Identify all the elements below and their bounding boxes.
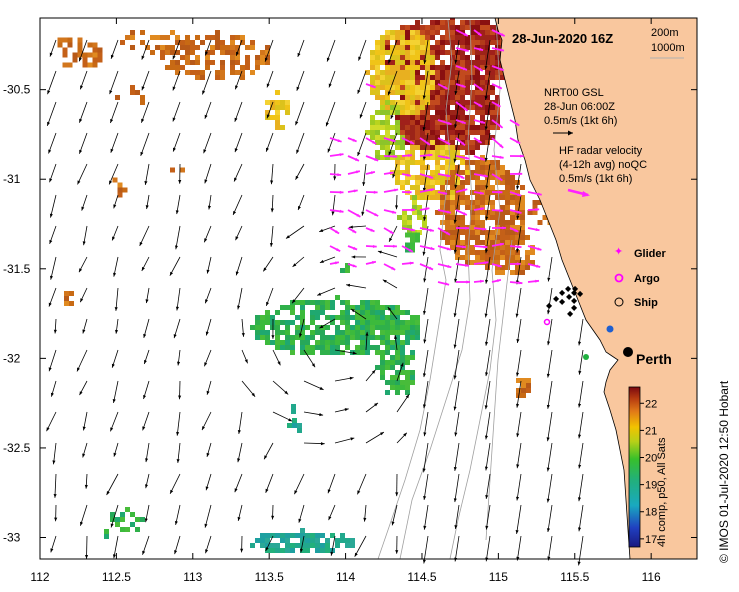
colorbar-tick-label: 20 bbox=[645, 453, 657, 465]
y-tick-label: -31 bbox=[3, 172, 21, 186]
model-vector-legend: NRT00 GSL 28-Jun 06:00Z 0.5m/s (1kt 6h) bbox=[544, 87, 617, 136]
x-tick-label: 113.5 bbox=[255, 570, 284, 584]
platform-markers: ◆◆◆ ◆ ◆◆◆◆◆◆◆◆ bbox=[543, 284, 633, 360]
land-mass bbox=[494, 18, 697, 559]
glider-position-marker: ◆ bbox=[572, 284, 579, 293]
glider-position-marker: ◆ bbox=[567, 309, 574, 318]
radar-legend-line2: (4-12h avg) noQC bbox=[559, 159, 647, 171]
glider-position-marker: ◆ bbox=[577, 289, 584, 298]
y-tick-label: -33 bbox=[3, 531, 21, 545]
x-tick-label: 112 bbox=[30, 570, 49, 584]
y-tick-label: -32 bbox=[3, 351, 21, 365]
glider-legend-icon: ✦ bbox=[614, 245, 623, 258]
glider-position-marker: ◆ bbox=[566, 292, 573, 301]
perth-marker bbox=[623, 347, 633, 357]
isobaths bbox=[377, 19, 513, 559]
argo-float-marker bbox=[543, 318, 551, 326]
x-tick-label: 115 bbox=[489, 570, 508, 584]
ship-legend-icon bbox=[614, 297, 624, 307]
colorbar-tick-label: 21 bbox=[645, 425, 657, 437]
y-axis: -30.5 -31 -31.5 -32 -32.5 -33 bbox=[3, 83, 697, 545]
x-tick-label: 114 bbox=[336, 570, 355, 584]
model-legend-line1: NRT00 GSL bbox=[544, 87, 604, 99]
glider-legend-label: Glider bbox=[634, 248, 667, 260]
colorbar-label: 4h comp, p50, All Sats bbox=[656, 437, 668, 547]
depth-legend-200m: 200m bbox=[651, 27, 679, 39]
glider-position-marker: ◆ bbox=[546, 301, 553, 310]
argo-legend-label: Argo bbox=[634, 273, 660, 285]
glider-position-marker: ◆ bbox=[571, 303, 578, 312]
glider-position-marker: ◆ bbox=[559, 297, 566, 306]
colorbar-tick-label: 19 bbox=[645, 480, 657, 492]
radar-legend-line1: HF radar velocity bbox=[559, 145, 643, 157]
x-tick-label: 114.5 bbox=[407, 570, 436, 584]
city-label: Perth bbox=[636, 351, 672, 367]
platform-legend: ✦ Glider Argo Ship bbox=[614, 245, 667, 309]
y-tick-label: -30.5 bbox=[3, 83, 31, 97]
glider-position-marker: ◆ bbox=[571, 288, 578, 297]
x-tick-label: 116 bbox=[642, 570, 661, 584]
map-frame bbox=[39, 17, 698, 560]
glider-position-marker: ◆ bbox=[565, 284, 572, 293]
x-tick-label: 112.5 bbox=[102, 570, 131, 584]
depth-legend-1000m: 1000m bbox=[651, 42, 685, 54]
model-legend-line3: 0.5m/s (1kt 6h) bbox=[544, 115, 617, 127]
x-tick-label: 115.5 bbox=[560, 570, 589, 584]
colorbar-tick-label: 18 bbox=[645, 507, 657, 519]
colorbar-gradient bbox=[628, 386, 641, 548]
map-title: 28-Jun-2020 16Z bbox=[512, 31, 613, 46]
model-legend-line2: 28-Jun 06:00Z bbox=[544, 101, 615, 113]
glider-position-marker: ◆ bbox=[559, 288, 566, 297]
y-tick-label: -31.5 bbox=[3, 262, 31, 276]
ship-legend-label: Ship bbox=[634, 297, 658, 309]
colorbar-tick-label: 17 bbox=[645, 534, 657, 546]
current-vectors bbox=[46, 29, 584, 566]
nearshore-marker bbox=[583, 354, 589, 360]
glider-position-marker: ◆ bbox=[553, 294, 560, 303]
y-tick-label: -32.5 bbox=[3, 441, 31, 455]
colorbar-ticks: 17 18 19 20 21 22 bbox=[640, 398, 657, 546]
colorbar: 17 18 19 20 21 22 4h comp, p50, All Sats bbox=[628, 386, 668, 548]
glider-position-marker: ◆ bbox=[571, 296, 578, 305]
radar-vector-legend: HF radar velocity (4-12h avg) noQC 0.5m/… bbox=[559, 145, 647, 197]
argo-legend-icon bbox=[614, 273, 624, 283]
x-axis: 112 112.5 113 113.5 114 114.5 115 115.5 116 bbox=[30, 18, 661, 584]
glider-track: ◆◆◆ ◆ ◆◆◆◆◆◆◆◆ bbox=[546, 284, 584, 318]
x-tick-label: 113 bbox=[183, 570, 202, 584]
colorbar-tick-label: 22 bbox=[645, 398, 657, 410]
radar-legend-line3: 0.5m/s (1kt 6h) bbox=[559, 173, 632, 185]
mooring-marker bbox=[606, 325, 614, 333]
credit-label: © IMOS 01-Jul-2020 12:50 Hobart bbox=[717, 380, 731, 563]
